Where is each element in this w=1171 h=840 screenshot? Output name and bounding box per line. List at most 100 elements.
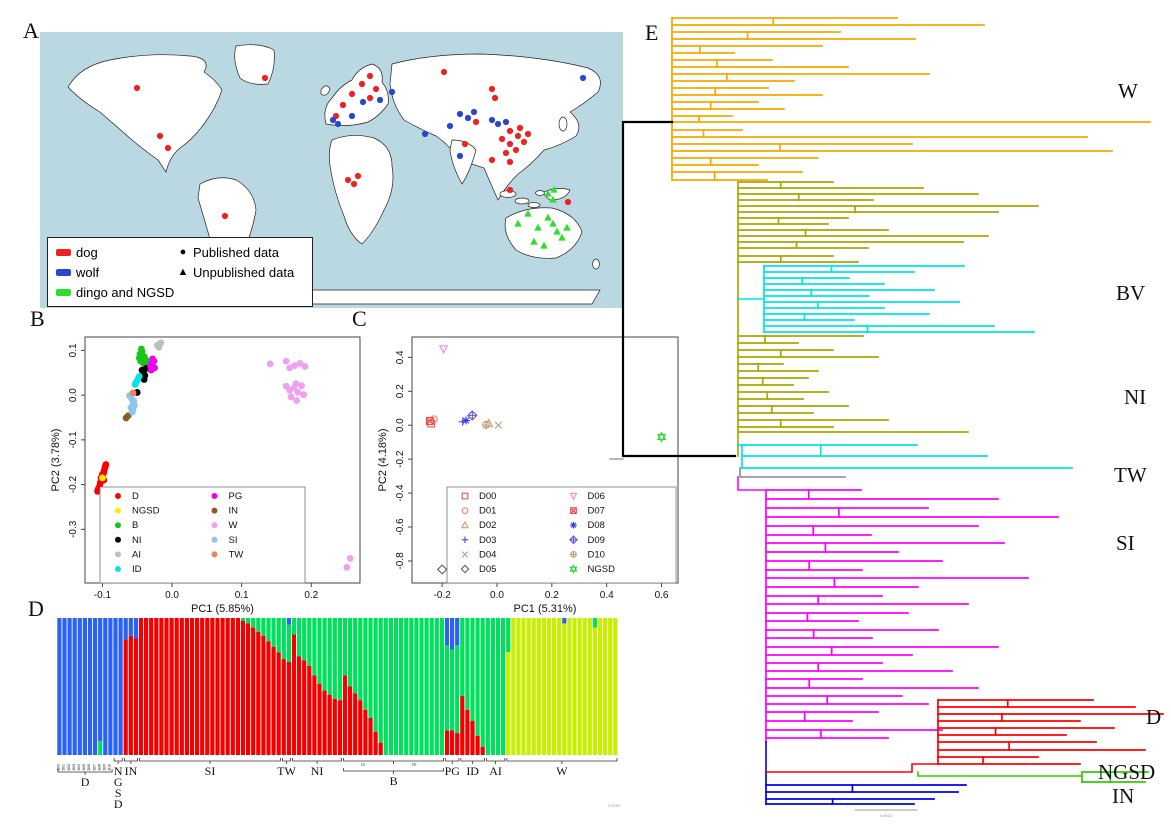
sample-point-triangle [514,219,522,227]
sample-point-dog [164,144,172,152]
plot-legend: D NGSD B NI AI ID PG IN W SI TW [115,491,243,575]
panel-a-label: A [23,18,39,43]
data-points [94,339,354,571]
svg-text:D01: D01 [62,764,66,770]
legend-entry-label: AI [132,549,141,560]
sample-point-dog [366,72,374,80]
data-points [425,345,667,575]
svg-text:D00: D00 [57,764,61,770]
x-axis-label: PC1 (5.85%) [191,603,254,615]
svg-text:D03: D03 [72,764,76,770]
legend-label: Published data [193,244,280,260]
sample-point-dog [348,90,356,98]
sample-point-wolf [421,130,429,138]
panel-d-label: D [28,596,44,621]
tree-link [737,476,767,491]
y-axis-label: PC2 (3.78%) [50,429,62,492]
svg-text:-0.4: -0.4 [395,484,406,502]
legend-entry-label: NGSD [588,564,616,575]
sample-point-triangle [530,237,538,245]
sample-point-dog [512,146,520,154]
legend-entry-label: D02 [479,520,496,531]
sample-point-dog [472,118,480,126]
sample-point-dog [350,180,358,188]
clade-label-BV: BV [1116,281,1145,305]
sample-point-dog [564,198,572,206]
legend-label: wolf [76,264,100,280]
group-label: ID [466,764,479,778]
sample-point-dog [366,94,374,102]
sample-point-wolf [388,88,396,96]
legend-label: dog [76,244,98,260]
sample-point-dog [133,84,141,92]
svg-text:D06: D06 [87,764,91,770]
sample-point-triangle [558,233,566,241]
tree-link [621,120,737,458]
legend-entry-label: D08 [588,520,605,531]
sample-point-wolf [464,114,472,122]
sample-point-triangle [544,189,552,197]
sample-point-triangle [524,209,532,217]
panel-d-admixture: D00 D01 D02 D03 D04 D05 D06 D07 D08 D09 D10DNGSDIN… [57,618,621,811]
svg-text:-0.2: -0.2 [68,476,79,494]
svg-text:-0.3: -0.3 [68,520,79,538]
tree-clade-D [937,699,1164,765]
legend-entry-label: D03 [479,535,496,546]
sample-point-dog [358,80,366,88]
x-axis-label: PC1 (5.31%) [514,603,577,615]
sample-point-dog [372,85,380,93]
tree-clade-SI [765,489,1059,743]
group-label: N [114,764,123,778]
panel-a-map: dog wolf dingo and NGSD ● Published data ▲ Un… [40,32,623,308]
svg-text:IB: IB [361,762,365,767]
svg-text:-0.1: -0.1 [68,431,79,449]
group-label: D [81,775,90,789]
svg-text:D07: D07 [92,764,96,770]
admixture-scale-text: 0.0080 [608,803,621,808]
legend-entry-label: NGSD [132,506,160,517]
clade-label-TW: TW [1114,463,1147,487]
svg-text:0.1: 0.1 [68,343,79,357]
sample-point-wolf [456,110,464,118]
svg-text:0.6: 0.6 [655,590,669,601]
legend-entry-label: D10 [588,549,605,560]
clade-label-D: D [1146,705,1161,729]
tree-clade-NGSD [1081,771,1149,783]
map-legend-item: dog [56,242,174,262]
group-label: G [114,775,123,789]
legend-entry-label: D04 [479,549,496,560]
sample-point-dog [488,85,496,93]
sample-point-wolf [470,108,478,116]
svg-text:0.0: 0.0 [68,388,79,402]
svg-text:0.4: 0.4 [395,350,406,364]
tree-link [917,771,1083,777]
group-label: PG [445,764,461,778]
sample-point-dog [491,94,499,102]
svg-text:0.0: 0.0 [165,590,179,601]
legend-entry-label: SI [229,535,238,546]
svg-text:D08: D08 [97,764,101,770]
legend-entry-label: W [229,520,238,531]
legend-entry-label: D06 [588,491,605,502]
svg-text:D05: D05 [82,764,86,770]
admixture-bars [57,618,618,755]
sample-point-dog [506,186,514,194]
tree-link [765,763,939,773]
group-label: SI [205,764,216,778]
clade-label-IN: IN [1112,784,1134,808]
sample-point-wolf [456,152,464,160]
svg-text:D02: D02 [67,764,71,770]
sample-point-dog [520,138,528,146]
legend-entry-label: D [132,491,139,502]
sample-point-dog [488,156,496,164]
svg-text:0.1: 0.1 [235,590,249,601]
legend-entry-label: D01 [479,506,496,517]
tree-clade-W [671,17,1151,181]
sample-point-wolf [494,120,502,128]
sample-point-dog [506,140,514,148]
svg-text:-0.2: -0.2 [434,590,452,601]
sample-point-triangle [549,219,557,227]
legend-label: dingo and NGSD [76,284,175,300]
plot-legend-box [99,486,306,584]
sample-point-dog [461,140,469,148]
